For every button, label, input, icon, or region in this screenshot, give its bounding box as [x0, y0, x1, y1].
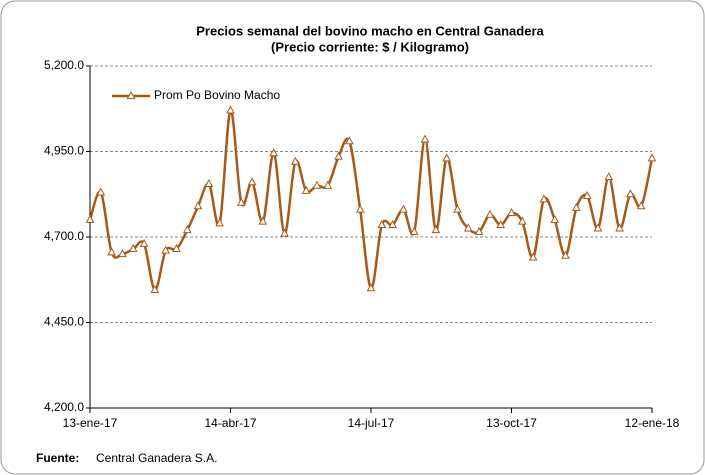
marker	[604, 172, 614, 181]
marker	[366, 283, 376, 292]
marker	[377, 219, 387, 229]
marker	[258, 216, 268, 225]
marker	[334, 151, 343, 160]
marker	[593, 223, 603, 232]
marker	[561, 250, 570, 259]
marker	[128, 243, 138, 252]
marker	[496, 219, 506, 229]
marker	[626, 189, 635, 198]
marker	[636, 201, 646, 210]
marker	[431, 225, 441, 234]
marker	[463, 223, 473, 232]
marker	[280, 228, 289, 237]
marker	[312, 180, 322, 189]
marker	[107, 247, 116, 256]
marker	[323, 180, 333, 189]
marker	[528, 252, 538, 261]
chart-title: Precios semanal del bovino macho en Cent…	[196, 23, 544, 38]
y-tick-label: 5,200.0	[44, 58, 84, 72]
marker	[388, 219, 397, 229]
marker	[118, 249, 127, 258]
marker	[301, 185, 311, 194]
chart-subtitle: (Precio corriente: $ / Kilogramo)	[271, 39, 469, 54]
marker	[615, 223, 624, 232]
marker	[236, 197, 246, 206]
marker	[291, 156, 300, 165]
marker	[409, 226, 419, 235]
legend-label: Prom Po Bovino Macho	[154, 88, 280, 102]
marker	[96, 187, 106, 196]
marker	[150, 284, 160, 294]
x-tick-label: 14-abr-17	[204, 416, 256, 430]
marker	[269, 148, 279, 157]
source: Central Ganadera S.A.	[96, 451, 217, 465]
marker	[474, 226, 484, 235]
marker	[355, 204, 365, 213]
marker	[442, 153, 451, 162]
marker	[485, 209, 495, 218]
marker	[550, 214, 560, 223]
marker	[539, 194, 549, 203]
marker	[453, 204, 462, 213]
marker	[399, 204, 408, 213]
marker	[193, 201, 203, 210]
marker	[161, 245, 170, 254]
marker	[582, 190, 592, 199]
marker	[215, 218, 225, 227]
x-tick-label: 14-jul-17	[348, 416, 395, 430]
x-tick-label: 13-ene-17	[63, 416, 118, 430]
y-tick-label: 4,200.0	[44, 400, 84, 414]
x-tick-label: 12-ene-18	[625, 416, 680, 430]
legend-marker	[126, 90, 136, 99]
marker	[572, 202, 581, 211]
marker	[204, 178, 214, 187]
marker	[507, 208, 516, 217]
marker	[345, 136, 354, 145]
y-tick-label: 4,950.0	[44, 144, 84, 158]
y-tick-label: 4,700.0	[44, 229, 84, 243]
marker	[517, 216, 527, 225]
marker	[226, 105, 235, 114]
y-tick-label: 4,450.0	[44, 315, 84, 329]
marker	[182, 225, 192, 234]
marker	[247, 177, 257, 186]
marker	[85, 214, 95, 223]
x-tick-label: 13-oct-17	[486, 416, 537, 430]
source-label: Fuente:	[36, 451, 79, 465]
marker	[420, 134, 430, 143]
marker	[647, 153, 657, 162]
marker	[172, 243, 181, 252]
marker	[139, 238, 149, 247]
